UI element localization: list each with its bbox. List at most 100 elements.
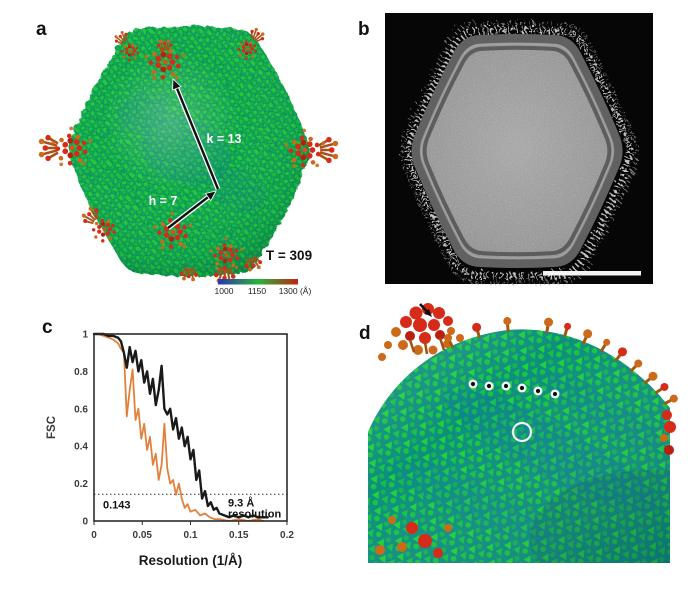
- fiber-dot: [132, 43, 135, 47]
- fiber-dot: [261, 32, 265, 36]
- fiber-cap: [378, 353, 386, 361]
- scale-bar: [543, 271, 641, 276]
- fiber-dot: [321, 141, 326, 146]
- fiber-dot: [170, 229, 176, 235]
- fiber-dot: [194, 273, 199, 277]
- fiber-dot: [160, 66, 167, 73]
- fiber-cap: [428, 345, 438, 355]
- fiber-dot: [223, 265, 227, 270]
- fiber-dot: [308, 136, 313, 142]
- fiber-dot: [230, 252, 236, 258]
- fiber-dot: [94, 208, 99, 213]
- fiber-dot: [69, 145, 75, 151]
- fiber-dot: [123, 45, 127, 48]
- fiber-cap: [398, 340, 408, 350]
- t-number-annotation: T = 309: [266, 248, 312, 263]
- cryoem-slice-image: [385, 13, 653, 284]
- fiber-cap: [603, 338, 611, 346]
- fiber-dot: [100, 232, 106, 237]
- fiber-dot: [166, 39, 171, 43]
- fiber-dot: [235, 266, 239, 270]
- fiber-cap: [662, 410, 672, 420]
- dot-marker-center: [552, 391, 558, 397]
- fiber-dot: [248, 267, 252, 272]
- fiber-dot: [309, 147, 316, 153]
- capsid-slice: [397, 19, 637, 283]
- fiber-dot: [182, 276, 186, 281]
- fiber-cap: [406, 522, 418, 534]
- fiber-cap: [443, 316, 453, 326]
- fiber-cap: [634, 359, 643, 368]
- fiber-dot: [239, 42, 243, 46]
- fiber-dot: [183, 233, 188, 239]
- fiber-dot: [38, 138, 45, 145]
- resolution-annotation: resolution: [228, 508, 281, 520]
- fiber-cap: [669, 394, 678, 403]
- fsc-chart: 0 0.2 0.4 0.6 0.8 1 0 0.05 0.1 0.15 0.2 0.143 9.3 År…: [46, 330, 294, 569]
- fiber-dot: [332, 153, 339, 160]
- fiber-dot: [186, 274, 191, 279]
- panel-d-label: d: [359, 323, 371, 344]
- fiber-cap: [564, 322, 572, 330]
- plot-frame: [93, 333, 288, 522]
- fiber-dot: [69, 126, 74, 131]
- fiber-dot: [105, 222, 110, 228]
- fiber-dot: [160, 74, 166, 80]
- fiber-dot: [244, 42, 249, 47]
- fiber-dot: [227, 247, 233, 253]
- fiber-cap: [422, 303, 434, 315]
- fiber-dot: [162, 59, 168, 65]
- fiber-dot: [153, 225, 157, 229]
- capsid-radius-colorbar: 1000 1150 1300 (Å): [215, 279, 311, 296]
- fiber-dot: [222, 246, 228, 252]
- fiber-dot: [326, 157, 332, 164]
- fiber-dot: [241, 49, 246, 53]
- fiber-dot: [239, 54, 242, 57]
- fiber-dot: [38, 151, 45, 158]
- fiber-dot: [244, 51, 249, 56]
- fiber-dot: [306, 152, 313, 159]
- dot-marker-center: [503, 383, 509, 389]
- x-tick-label: 0.2: [280, 530, 294, 541]
- fiber-dot: [240, 247, 244, 251]
- fiber-dot: [230, 274, 236, 279]
- fiber-dot: [216, 246, 220, 251]
- panel-a-label: a: [36, 19, 47, 40]
- fiber-dot: [315, 151, 321, 157]
- fiber-dot: [58, 155, 64, 161]
- fiber-dot: [88, 206, 93, 211]
- fiber-dot: [244, 40, 248, 44]
- fiber-stalk: [599, 343, 607, 353]
- fiber-dot: [168, 236, 175, 242]
- fiber-dot: [250, 29, 254, 34]
- fiber-dot: [59, 137, 64, 143]
- fiber-dot: [216, 266, 220, 270]
- fiber-dot: [135, 46, 139, 50]
- fiber-dot: [94, 235, 98, 239]
- fiber-dot: [179, 271, 184, 276]
- fiber-cap: [375, 545, 385, 555]
- fiber-dot: [181, 53, 186, 58]
- fiber-dot: [88, 139, 93, 144]
- fiber-dot: [45, 155, 51, 162]
- fiber-dot: [45, 134, 51, 141]
- fiber-dot: [162, 41, 167, 46]
- capsid-closeup-image: [368, 303, 678, 563]
- fiber-dot: [175, 63, 181, 69]
- fiber-dot: [302, 147, 308, 153]
- fiber-dot: [295, 143, 302, 150]
- fiber-dot: [94, 221, 99, 226]
- fiber-dot: [100, 218, 104, 223]
- fiber-dot: [302, 128, 307, 133]
- fiber-dot: [66, 133, 72, 139]
- circle-annotation-marker: [511, 421, 533, 443]
- fiber-dot: [251, 263, 256, 268]
- fiber-dot: [254, 27, 258, 32]
- fiber-dot: [114, 35, 118, 39]
- fiber-dot: [174, 234, 181, 241]
- colorbar-tick-mid: 1150: [248, 286, 267, 296]
- fiber-cap: [435, 330, 445, 340]
- fiber-dot: [258, 260, 263, 265]
- fiber-dot: [118, 34, 122, 38]
- y-tick-label: 0.6: [74, 404, 88, 415]
